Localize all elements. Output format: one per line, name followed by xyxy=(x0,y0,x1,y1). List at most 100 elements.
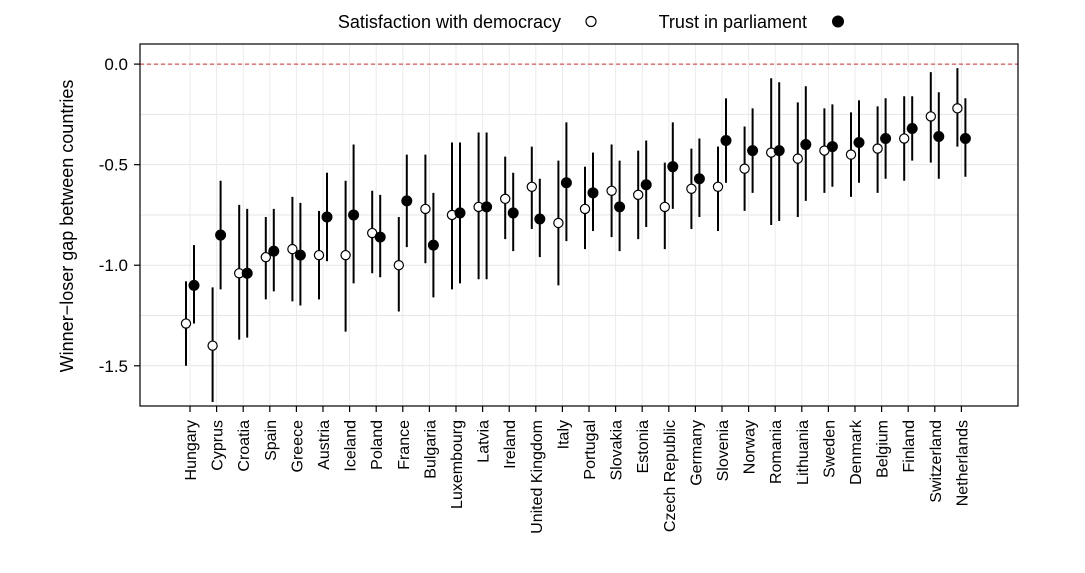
x-tick-label-norway: Norway xyxy=(742,420,759,474)
point-satisfaction xyxy=(207,340,218,351)
point-trust xyxy=(188,279,200,291)
x-tick-label-sweden: Sweden xyxy=(821,420,838,478)
x-tick-label-austria: Austria xyxy=(316,420,333,470)
x-tick-label-romania: Romania xyxy=(768,420,785,484)
point-trust xyxy=(800,139,812,151)
point-trust xyxy=(294,249,306,261)
x-tick-label-united-kingdom: United Kingdom xyxy=(529,420,546,534)
legend-marker-satisfaction xyxy=(585,15,597,28)
x-tick-label-latvia: Latvia xyxy=(476,420,493,463)
point-satisfaction xyxy=(553,217,564,229)
point-satisfaction xyxy=(872,143,883,154)
y-axis-title: Winner−loser gap between countries xyxy=(57,80,77,373)
x-tick-label-croatia: Croatia xyxy=(236,420,253,472)
point-trust xyxy=(933,131,945,143)
point-satisfaction xyxy=(925,111,937,122)
point-trust xyxy=(880,133,892,145)
point-trust xyxy=(693,173,705,185)
x-tick-label-netherlands: Netherlands xyxy=(954,420,971,506)
point-trust xyxy=(959,133,971,145)
point-satisfaction xyxy=(739,163,750,174)
point-satisfaction xyxy=(659,201,671,213)
x-tick-label-greece: Greece xyxy=(289,420,306,473)
y-tick-label: -0.5 xyxy=(99,156,128,175)
point-satisfaction xyxy=(313,249,325,261)
x-tick-label-slovakia: Slovakia xyxy=(609,420,626,481)
point-trust xyxy=(667,161,679,173)
y-tick-label: -1.0 xyxy=(99,256,128,275)
point-trust xyxy=(507,207,519,219)
point-trust xyxy=(374,231,386,243)
plot-frame xyxy=(139,43,1019,407)
x-tick-label-estonia: Estonia xyxy=(635,420,652,473)
point-satisfaction xyxy=(792,153,804,164)
point-satisfaction xyxy=(526,181,538,192)
point-satisfaction xyxy=(899,133,910,144)
legend-marker-trust xyxy=(832,15,844,28)
x-tick-label-czech-republic: Czech Republic xyxy=(662,420,679,532)
grid-layer xyxy=(140,44,1018,406)
point-trust xyxy=(720,135,732,147)
x-tick-label-finland: Finland xyxy=(901,420,918,472)
point-satisfaction xyxy=(633,189,644,201)
x-tick-label-hungary: Hungary xyxy=(183,420,200,480)
point-trust xyxy=(241,267,253,279)
legend-label-satisfaction: Satisfaction with democracy xyxy=(338,12,561,32)
point-trust xyxy=(747,145,759,157)
point-trust xyxy=(427,239,439,251)
point-satisfaction xyxy=(260,251,271,263)
y-tick-label: 0.0 xyxy=(104,55,128,74)
point-trust xyxy=(773,145,785,157)
x-tick-label-denmark: Denmark xyxy=(848,419,865,485)
point-trust xyxy=(401,195,413,207)
point-trust xyxy=(614,201,626,213)
point-satisfaction xyxy=(606,185,617,197)
x-tick-label-ireland: Ireland xyxy=(502,420,519,469)
point-satisfaction xyxy=(712,181,724,192)
x-tick-label-spain: Spain xyxy=(263,420,280,461)
legend: Satisfaction with democracy Trust in par… xyxy=(338,12,844,32)
point-trust xyxy=(587,187,599,199)
point-trust xyxy=(640,179,652,191)
x-tick-label-switzerland: Switzerland xyxy=(928,420,945,503)
marks-layer xyxy=(180,68,971,402)
point-trust xyxy=(853,137,865,149)
point-trust xyxy=(268,245,280,257)
point-trust xyxy=(534,213,546,225)
x-tick-label-poland: Poland xyxy=(369,420,386,470)
x-tick-label-italy: Italy xyxy=(555,420,572,449)
point-satisfaction xyxy=(845,149,857,160)
x-tick-label-iceland: Iceland xyxy=(343,420,360,472)
point-satisfaction xyxy=(393,260,404,271)
x-tick-label-portugal: Portugal xyxy=(582,420,599,480)
point-trust xyxy=(348,209,360,221)
point-trust xyxy=(321,211,333,223)
point-satisfaction xyxy=(500,193,511,205)
x-tick-label-slovenia: Slovenia xyxy=(715,420,732,481)
point-satisfaction xyxy=(686,183,697,194)
x-tick-label-lithuania: Lithuania xyxy=(795,420,812,485)
point-satisfaction xyxy=(420,203,431,215)
x-tick-label-bulgaria: Bulgaria xyxy=(422,420,439,479)
point-satisfaction xyxy=(180,318,192,329)
x-tick-label-cyprus: Cyprus xyxy=(210,420,227,471)
point-satisfaction xyxy=(579,203,591,215)
x-tick-label-luxembourg: Luxembourg xyxy=(449,420,466,509)
point-trust xyxy=(481,201,493,213)
x-tick-label-germany: Germany xyxy=(688,420,705,486)
y-tick-label: -1.5 xyxy=(99,357,128,376)
point-satisfaction xyxy=(952,103,963,114)
point-trust xyxy=(826,141,838,153)
point-trust xyxy=(454,207,466,219)
x-tick-label-belgium: Belgium xyxy=(875,420,892,478)
x-tick-label-france: France xyxy=(396,420,413,470)
point-satisfaction xyxy=(340,249,351,261)
legend-label-trust: Trust in parliament xyxy=(659,12,807,32)
point-trust xyxy=(560,177,572,189)
axis-layer: 0.0 -0.5 -1.0 -1.5 Hungary Cyprus Croatia Spain… xyxy=(99,55,972,534)
point-trust xyxy=(215,229,227,241)
point-trust xyxy=(906,122,918,134)
point-satisfaction xyxy=(287,243,298,255)
